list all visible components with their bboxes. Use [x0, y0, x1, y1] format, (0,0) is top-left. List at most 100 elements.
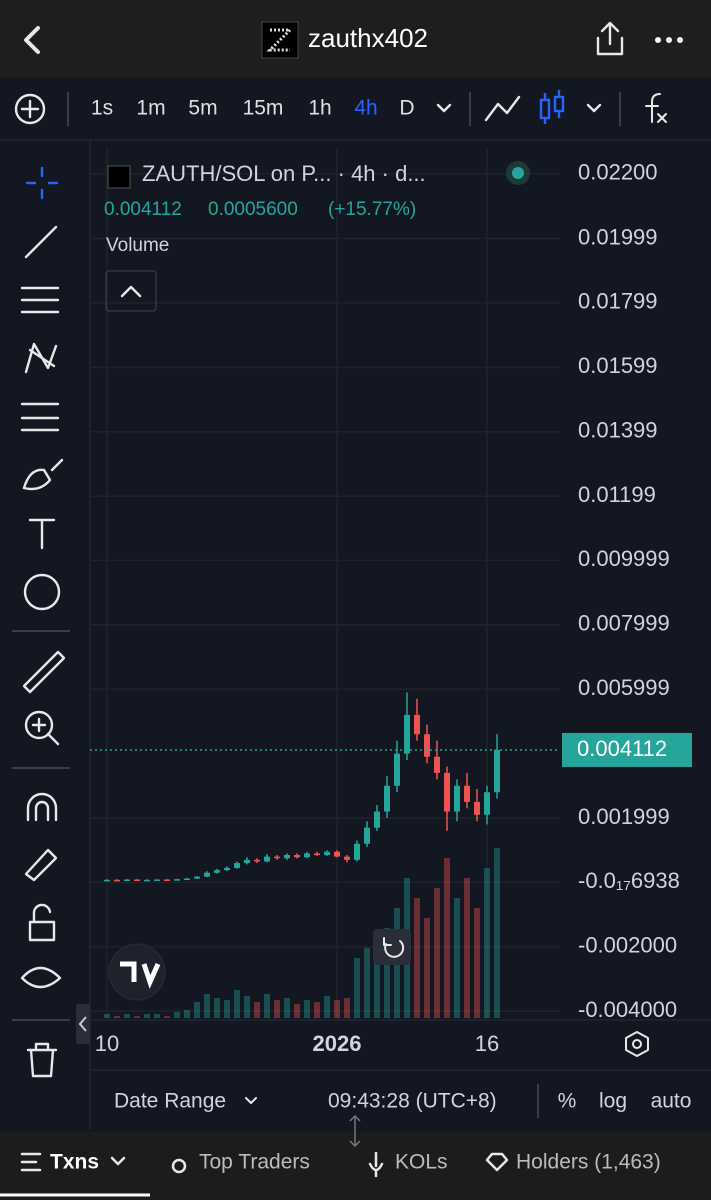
- candle-body: [274, 856, 280, 859]
- interval-dropdown[interactable]: [436, 103, 452, 113]
- volume-bar: [104, 1014, 110, 1018]
- tab-icons: [20, 1151, 509, 1178]
- candle-body: [144, 879, 150, 882]
- date-range-dropdown: [245, 1097, 257, 1104]
- volume-bar: [444, 858, 450, 1018]
- fib-tool[interactable]: [20, 402, 60, 432]
- volume-bar: [364, 948, 370, 1018]
- candle-body: [184, 878, 190, 881]
- emoji-tool[interactable]: [23, 573, 61, 611]
- header-title: zauthx402: [308, 23, 428, 53]
- volume-bar: [134, 1016, 140, 1018]
- volume-bar: [254, 1002, 260, 1018]
- y-tick-label: 0.01599: [578, 353, 658, 378]
- chart-type-dropdown[interactable]: [586, 103, 602, 113]
- resize-handle[interactable]: [349, 1114, 361, 1148]
- tab[interactable]: Holders (1,463): [516, 1151, 661, 1174]
- interval-button[interactable]: 5m: [188, 97, 217, 120]
- status-dot: [512, 167, 524, 179]
- collapse-button[interactable]: [105, 270, 157, 312]
- legend-logo: [107, 165, 131, 189]
- panel-toggle-icon: [78, 1016, 87, 1032]
- line-chart-button[interactable]: [484, 95, 521, 122]
- interval-button[interactable]: D: [399, 97, 414, 120]
- x-tick-label: 16: [475, 1031, 499, 1056]
- candle-body: [494, 749, 500, 793]
- candle-body: [124, 879, 130, 881]
- y-tick-label: 0.02200: [578, 160, 658, 185]
- panel-toggle[interactable]: [76, 1004, 90, 1044]
- legend-close: 0.004112: [104, 199, 182, 220]
- trend-line-tool[interactable]: [24, 225, 58, 259]
- candle-body: [434, 756, 440, 773]
- date-range-button[interactable]: Date Range: [114, 1090, 226, 1113]
- candle-body: [134, 879, 140, 881]
- scale-button[interactable]: auto: [651, 1090, 692, 1113]
- last-price-label: 0.004112: [577, 736, 667, 761]
- brush-tool[interactable]: [22, 458, 64, 491]
- volume-bar: [124, 1014, 130, 1018]
- interval-button[interactable]: 4h: [354, 97, 377, 120]
- text-tool[interactable]: [28, 518, 56, 550]
- volume-bar: [354, 958, 360, 1018]
- more-button[interactable]: [655, 37, 683, 43]
- candle-body: [114, 879, 120, 882]
- delete-tool[interactable]: [26, 1042, 58, 1078]
- volume-bar: [294, 1004, 300, 1018]
- interval-button[interactable]: 1m: [136, 97, 165, 120]
- interval-button[interactable]: 1s: [91, 97, 113, 120]
- tv-logo[interactable]: [108, 943, 166, 1001]
- zoom-tool[interactable]: [24, 710, 60, 746]
- y-tick-label: 0.01799: [578, 289, 658, 314]
- ruler-tool[interactable]: [22, 650, 66, 694]
- candle-body: [444, 772, 450, 812]
- reset-button[interactable]: [373, 929, 411, 965]
- tab[interactable]: Txns: [50, 1151, 99, 1174]
- settings-button[interactable]: [625, 1031, 649, 1057]
- volume-bar: [334, 1000, 340, 1018]
- parallel-tool[interactable]: [20, 286, 60, 314]
- holders-icon: [485, 1152, 509, 1172]
- y-tick-label: 0.007999: [578, 611, 670, 636]
- crosshair-tool[interactable]: [25, 166, 59, 200]
- volume-bar: [384, 928, 390, 1018]
- volume-bar: [274, 1000, 280, 1018]
- scale-button[interactable]: %: [558, 1090, 577, 1113]
- candle-body: [214, 870, 220, 873]
- interval-button[interactable]: 1h: [308, 97, 331, 120]
- volume-bar: [314, 1002, 320, 1018]
- candle-body: [424, 734, 430, 757]
- txns-icon: [20, 1152, 42, 1172]
- candle-body: [414, 714, 420, 735]
- tab[interactable]: KOLs: [395, 1151, 448, 1174]
- lock-drawing-tool[interactable]: [24, 848, 58, 882]
- plot: 0.02200 0.01999 0.01799 0.01599 0.01399 0.011…: [90, 148, 692, 1056]
- visibility-tool[interactable]: [20, 966, 62, 989]
- y-tick-label: 0.005999: [578, 675, 670, 700]
- candle-body: [104, 879, 110, 882]
- y-tick-label: 0.01399: [578, 418, 658, 443]
- pattern-tool[interactable]: [24, 342, 58, 374]
- top-traders-icon: [171, 1158, 187, 1174]
- drawing-tools: [20, 166, 66, 1078]
- add-indicator[interactable]: [14, 93, 46, 125]
- candle-body: [204, 872, 210, 877]
- y-tick-label: -0.0₁₇6938: [578, 868, 680, 893]
- candle-chart-button[interactable]: [539, 90, 565, 124]
- share-button[interactable]: [596, 21, 624, 56]
- candle-body: [404, 714, 410, 754]
- candle-body: [374, 811, 380, 828]
- legend-change: 0.0005600: [208, 199, 298, 220]
- scale-button[interactable]: log: [599, 1090, 627, 1113]
- magnet-tool[interactable]: [26, 792, 58, 822]
- volume-bar: [284, 998, 290, 1018]
- volume-bar: [114, 1016, 120, 1018]
- tab[interactable]: Top Traders: [199, 1151, 310, 1174]
- volume-bar: [214, 998, 220, 1018]
- interval-button[interactable]: 15m: [243, 97, 284, 120]
- formula-button[interactable]: [645, 93, 667, 123]
- back-button[interactable]: [24, 26, 40, 54]
- lock-tool[interactable]: [28, 903, 56, 942]
